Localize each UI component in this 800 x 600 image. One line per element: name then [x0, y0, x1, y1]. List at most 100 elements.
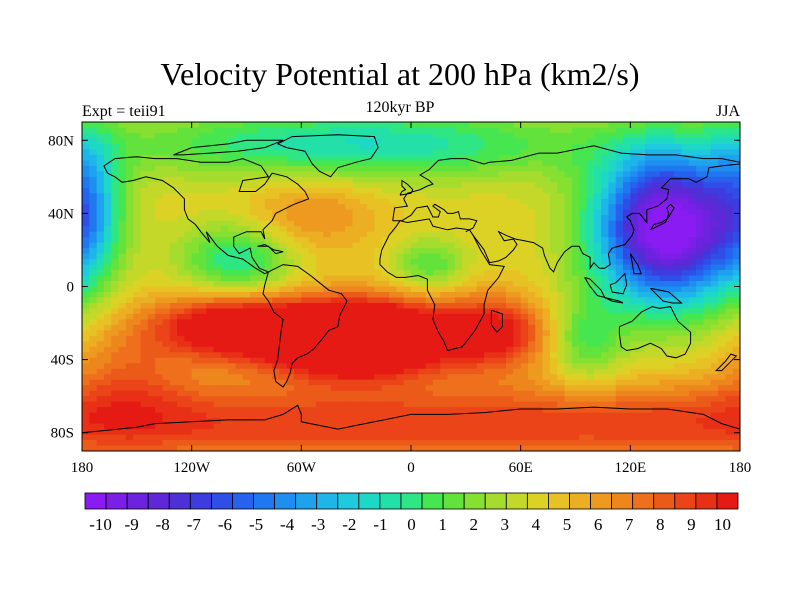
- field-cell: [118, 297, 127, 304]
- field-cell: [111, 237, 120, 244]
- field-cell: [155, 346, 164, 353]
- field-cell: [644, 319, 653, 326]
- field-cell: [389, 297, 397, 304]
- field-cell: [586, 122, 595, 129]
- field-cell: [191, 198, 200, 205]
- field-cell: [213, 176, 222, 183]
- field-cell: [557, 412, 566, 419]
- field-cell: [257, 335, 266, 342]
- field-cell: [301, 127, 310, 134]
- field-cell: [579, 313, 588, 320]
- field-cell: [220, 308, 229, 315]
- field-cell: [111, 297, 120, 304]
- field-cell: [315, 352, 324, 359]
- field-cell: [96, 385, 105, 392]
- field-cell: [644, 412, 653, 419]
- field-cell: [184, 226, 193, 233]
- field-cell: [710, 127, 719, 134]
- field-cell: [557, 385, 566, 392]
- field-cell: [674, 368, 683, 375]
- field-cell: [162, 259, 171, 266]
- field-cell: [623, 209, 631, 216]
- field-cell: [484, 127, 493, 134]
- field-cell: [644, 357, 653, 364]
- field-cell: [279, 423, 288, 430]
- field-cell: [96, 270, 105, 277]
- field-cell: [308, 242, 317, 249]
- field-cell: [454, 341, 463, 348]
- field-cell: [352, 187, 361, 194]
- field-cell: [432, 346, 441, 353]
- field-cell: [535, 204, 544, 211]
- field-cell: [125, 176, 134, 183]
- field-cell: [644, 193, 653, 200]
- field-cell: [140, 423, 149, 430]
- field-cell: [286, 363, 295, 370]
- field-cell: [147, 412, 156, 419]
- field-cell: [140, 341, 149, 348]
- field-cell: [498, 187, 507, 194]
- field-cell: [235, 407, 244, 414]
- field-cell: [96, 253, 105, 260]
- field-cell: [593, 324, 602, 331]
- field-cell: [147, 308, 156, 315]
- field-cell: [177, 346, 185, 353]
- field-cell: [674, 396, 683, 403]
- field-cell: [323, 341, 332, 348]
- field-cell: [557, 226, 566, 233]
- field-cell: [155, 220, 164, 227]
- field-cell: [155, 143, 164, 151]
- field-cell: [710, 204, 719, 211]
- field-cell: [659, 412, 668, 419]
- field-cell: [213, 418, 222, 425]
- field-cell: [345, 154, 354, 161]
- field-cell: [637, 286, 646, 293]
- field-cell: [469, 335, 478, 342]
- field-cell: [228, 352, 237, 359]
- field-cell: [527, 226, 536, 233]
- field-cell: [242, 291, 251, 299]
- field-cell: [652, 264, 661, 271]
- field-cell: [250, 319, 259, 326]
- field-cell: [345, 275, 354, 282]
- field-cell: [696, 149, 705, 156]
- field-cell: [272, 204, 280, 211]
- field-cell: [674, 193, 683, 200]
- field-cell: [323, 193, 332, 200]
- field-cell: [513, 171, 522, 178]
- field-cell: [301, 291, 310, 299]
- field-cell: [184, 215, 193, 222]
- field-cell: [228, 270, 237, 277]
- field-cell: [118, 253, 127, 260]
- field-cell: [432, 412, 441, 419]
- field-cell: [272, 291, 280, 299]
- field-cell: [82, 204, 90, 211]
- field-cell: [506, 187, 514, 194]
- field-cell: [718, 401, 726, 408]
- field-cell: [381, 291, 390, 299]
- field-cell: [674, 275, 683, 282]
- field-cell: [549, 407, 558, 414]
- field-cell: [272, 352, 280, 359]
- field-cell: [725, 281, 734, 288]
- field-cell: [652, 407, 661, 414]
- field-cell: [169, 193, 178, 200]
- field-cell: [411, 374, 419, 381]
- field-cell: [396, 182, 405, 189]
- field-cell: [206, 319, 215, 326]
- field-cell: [732, 187, 740, 194]
- field-cell: [725, 165, 734, 172]
- field-cell: [513, 237, 522, 244]
- field-cell: [535, 330, 544, 337]
- field-cell: [359, 220, 368, 227]
- field-cell: [228, 264, 237, 271]
- field-cell: [659, 324, 668, 331]
- field-cell: [513, 187, 522, 194]
- field-cell: [359, 242, 368, 249]
- field-cell: [549, 401, 558, 408]
- field-cell: [725, 363, 734, 370]
- field-cell: [710, 132, 719, 140]
- field-cell: [315, 324, 324, 331]
- field-cell: [118, 324, 127, 331]
- field-cell: [593, 418, 602, 425]
